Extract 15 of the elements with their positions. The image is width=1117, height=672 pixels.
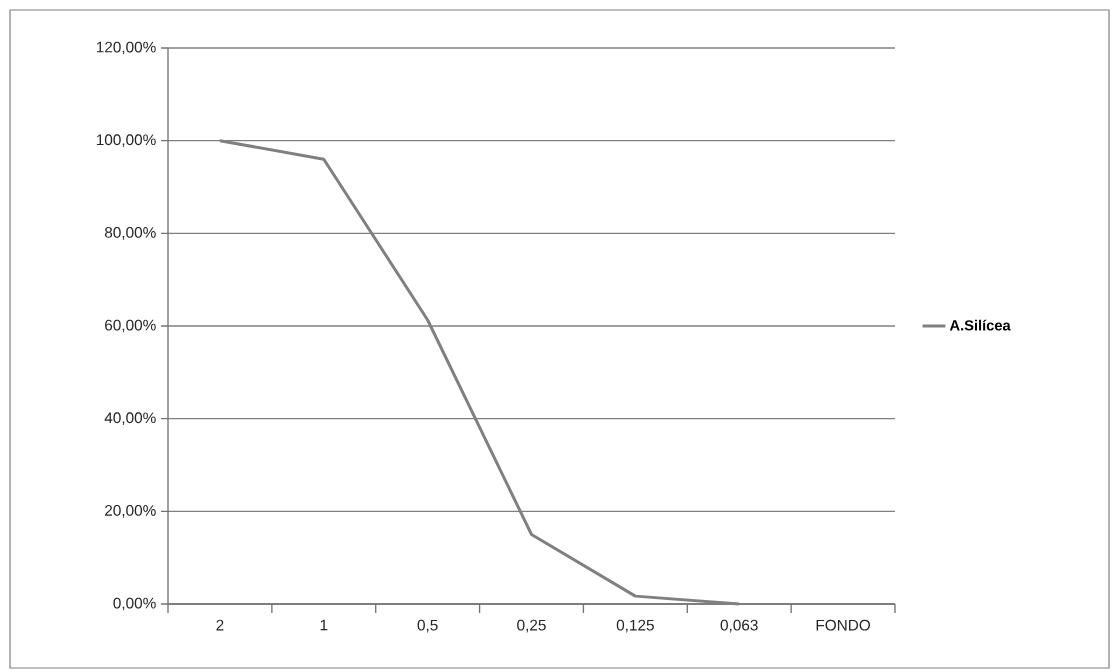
y-tick-label: 0,00% (113, 597, 156, 611)
legend-label: A.Silícea (949, 319, 1011, 331)
x-tick-label: 1 (320, 619, 328, 631)
y-tick-label: 120,00% (96, 41, 156, 55)
y-tick-label: 40,00% (104, 412, 156, 425)
x-tick-label: 0,125 (616, 619, 654, 633)
x-tick-label: 0,25 (517, 619, 546, 633)
x-tick-label: 0,063 (720, 619, 758, 633)
y-tick-label: 80,00% (104, 227, 156, 240)
x-tick-label: 2 (216, 619, 224, 631)
y-tick-label: 100,00% (96, 134, 156, 147)
y-tick-label: 20,00% (105, 505, 156, 518)
x-tick-label: FONDO (816, 619, 871, 631)
x-tick-label: 0,5 (417, 619, 438, 633)
y-tick-label: 60,00% (105, 319, 156, 333)
